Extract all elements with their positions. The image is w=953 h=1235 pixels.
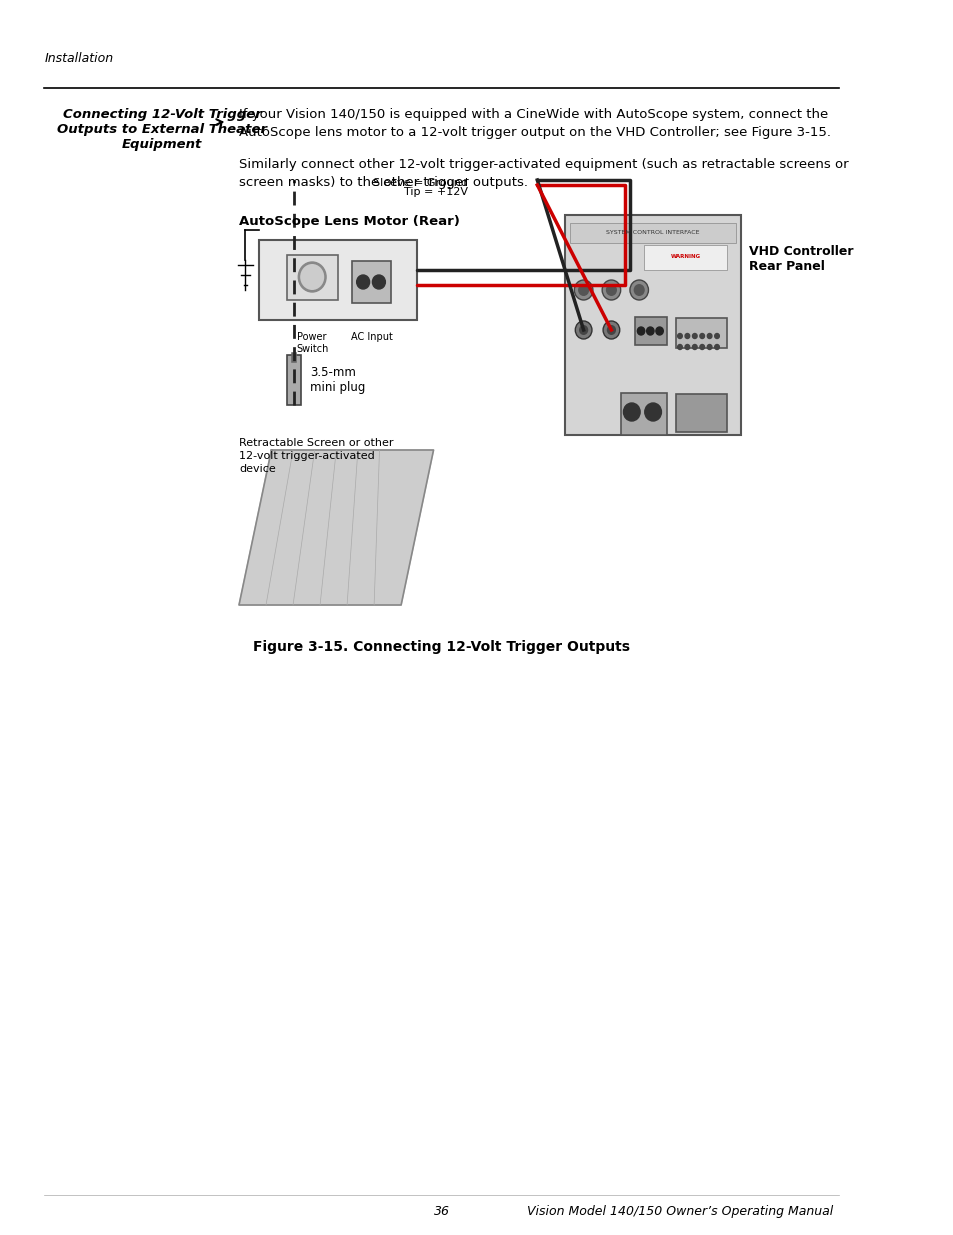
Circle shape [700,333,703,338]
Circle shape [677,333,681,338]
Text: VHD Controller
Rear Panel: VHD Controller Rear Panel [748,245,852,273]
Text: 3.5-mm
mini plug: 3.5-mm mini plug [310,366,365,394]
Circle shape [646,327,654,335]
Circle shape [677,345,681,350]
Text: Similarly connect other 12-volt trigger-activated equipment (such as retractable: Similarly connect other 12-volt trigger-… [239,158,848,189]
Text: SYSTEM CONTROL INTERFACE: SYSTEM CONTROL INTERFACE [606,231,700,236]
Text: Power
Switch: Power Switch [295,332,328,353]
Circle shape [602,321,619,338]
Circle shape [684,333,689,338]
Circle shape [714,345,719,350]
Text: Tip = +12V: Tip = +12V [403,186,467,198]
Bar [634,317,666,345]
Text: Sleeve = Ground: Sleeve = Ground [373,178,467,188]
Bar [287,254,337,300]
Circle shape [575,321,592,338]
Bar [287,354,301,405]
Circle shape [656,327,662,335]
Circle shape [692,345,697,350]
Circle shape [700,345,703,350]
Circle shape [356,275,369,289]
Circle shape [298,262,326,291]
Bar [676,394,726,432]
Circle shape [578,284,589,296]
Circle shape [629,280,648,300]
Circle shape [606,325,616,335]
Text: Vision Model 140/150 Owner’s Operating Manual: Vision Model 140/150 Owner’s Operating M… [527,1205,833,1218]
Text: Retractable Screen or other
12-volt trigger-activated
device: Retractable Screen or other 12-volt trig… [239,438,393,474]
Text: Figure 3-15. Connecting 12-Volt Trigger Outputs: Figure 3-15. Connecting 12-Volt Trigger … [253,640,630,655]
Circle shape [601,280,620,300]
Text: 36: 36 [434,1205,450,1218]
Circle shape [706,345,711,350]
Circle shape [300,264,324,290]
Text: Installation: Installation [45,52,113,65]
Circle shape [644,403,660,421]
Text: WARNING: WARNING [670,254,700,259]
Bar [643,245,726,270]
Bar [676,317,726,348]
Circle shape [692,333,697,338]
Circle shape [637,327,644,335]
Text: AutoScope Lens Motor (Rear): AutoScope Lens Motor (Rear) [239,215,459,228]
Bar [564,215,740,435]
Text: Connecting 12-Volt Trigger
Outputs to External Theater
Equipment: Connecting 12-Volt Trigger Outputs to Ex… [57,107,267,151]
Bar [259,240,416,320]
Circle shape [574,280,592,300]
Circle shape [714,333,719,338]
Bar [620,393,666,435]
Bar [352,261,391,303]
Polygon shape [239,450,433,605]
Bar [569,224,736,243]
Text: If your Vision 140/150 is equipped with a CineWide with AutoScope system, connec: If your Vision 140/150 is equipped with … [239,107,830,140]
Text: AC Input: AC Input [350,332,392,342]
Circle shape [633,284,644,296]
Circle shape [578,325,588,335]
Circle shape [372,275,385,289]
Circle shape [706,333,711,338]
Circle shape [684,345,689,350]
Circle shape [605,284,617,296]
Circle shape [623,403,639,421]
